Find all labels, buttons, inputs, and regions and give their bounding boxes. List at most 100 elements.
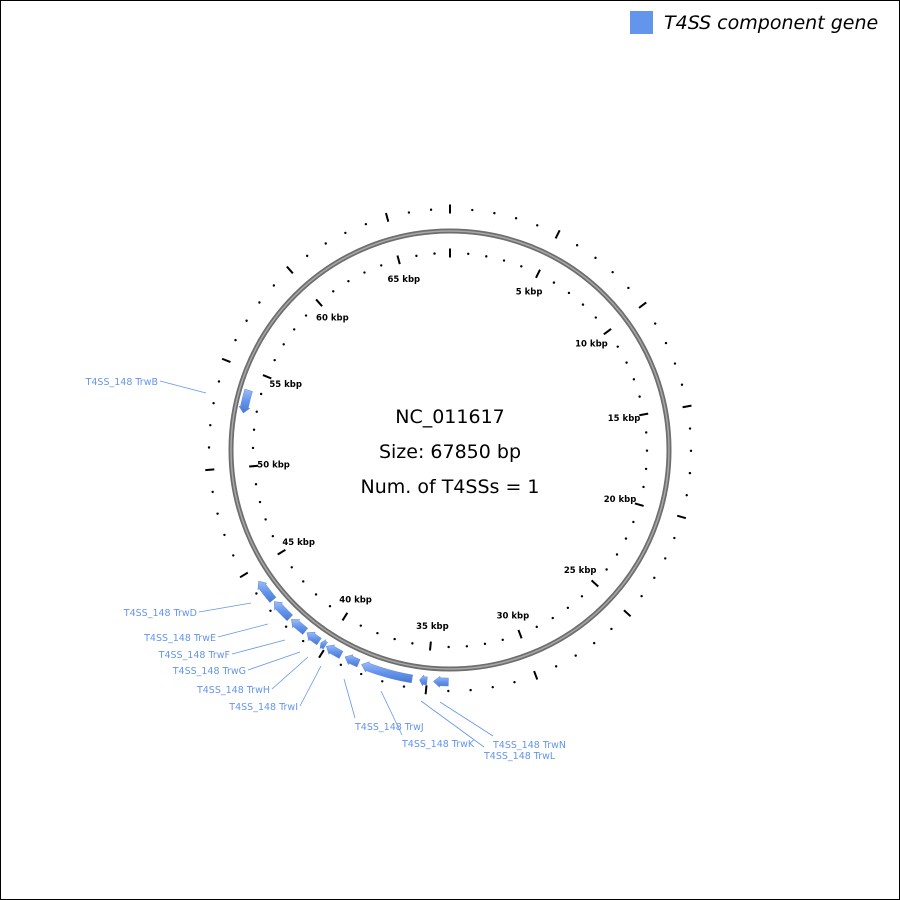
gene-arrow[interactable] <box>238 388 253 414</box>
gene-label: T4SS_148 TrwH <box>196 685 270 696</box>
outer-minor-tick <box>664 341 668 345</box>
outer-major-tick <box>638 301 647 309</box>
gene-arrow[interactable] <box>291 619 309 635</box>
inner-minor-tick <box>594 316 598 319</box>
backbone-ring-highlight <box>230 230 670 670</box>
genome-size-label: Size: 67850 bp <box>379 441 521 463</box>
inner-minor-tick <box>293 328 296 331</box>
outer-minor-tick <box>664 557 667 560</box>
inner-minor-tick <box>605 568 608 571</box>
gene-arrow[interactable] <box>319 639 328 650</box>
inner-minor-tick <box>566 606 570 610</box>
kbp-tick-label: 5 kbp <box>516 288 543 298</box>
kbp-tick-label: 35 kbp <box>416 622 449 632</box>
outer-minor-tick <box>429 208 433 211</box>
inner-minor-tick <box>302 580 305 583</box>
inner-minor-tick <box>642 485 645 489</box>
outer-minor-tick <box>272 284 276 287</box>
gene-arrow[interactable] <box>325 644 344 659</box>
outer-minor-tick <box>640 594 643 598</box>
outer-minor-tick <box>232 554 235 557</box>
inner-major-tick <box>590 579 599 588</box>
outer-major-tick <box>384 212 390 222</box>
gene-leader-line <box>217 623 269 638</box>
t4ss-count-label: Num. of T4SSs = 1 <box>361 476 540 498</box>
outer-minor-tick <box>339 663 343 667</box>
outer-minor-tick <box>536 224 539 227</box>
inner-minor-tick <box>645 431 648 434</box>
outer-minor-tick <box>689 449 693 453</box>
inner-minor-tick <box>632 520 635 524</box>
inner-minor-tick <box>552 281 556 284</box>
inner-minor-tick <box>415 254 418 258</box>
outer-minor-tick <box>610 627 613 631</box>
inner-major-tick <box>639 412 649 417</box>
inner-minor-tick <box>251 446 255 450</box>
inner-major-tick <box>249 464 259 468</box>
outer-major-tick <box>221 357 231 364</box>
inner-minor-tick <box>304 314 308 317</box>
inner-minor-tick <box>359 624 362 627</box>
outer-minor-tick <box>594 256 597 260</box>
outer-minor-tick <box>364 222 368 226</box>
inner-minor-tick <box>581 303 585 306</box>
gene-leader-line <box>420 700 485 748</box>
gene-arrow[interactable] <box>432 675 449 688</box>
gene-arrow[interactable] <box>274 601 294 622</box>
outer-minor-tick <box>402 685 406 688</box>
inner-minor-tick <box>328 605 332 608</box>
outer-major-tick <box>623 609 632 618</box>
gene-arrow[interactable] <box>257 580 277 603</box>
outer-minor-tick <box>575 244 579 247</box>
outer-major-tick <box>533 670 539 680</box>
inner-minor-tick <box>485 255 488 258</box>
gene-arrow[interactable] <box>344 654 361 668</box>
outer-minor-tick <box>673 536 676 540</box>
gene-arrow[interactable] <box>361 661 413 684</box>
outer-minor-tick <box>685 494 688 497</box>
inner-minor-tick <box>347 280 350 283</box>
inner-minor-tick <box>624 537 628 540</box>
kbp-tick-label: 30 kbp <box>497 611 530 621</box>
inner-minor-tick <box>393 637 396 641</box>
outer-major-tick <box>205 468 215 472</box>
gene-arrow[interactable] <box>306 631 322 646</box>
inner-minor-tick <box>282 343 285 346</box>
kbp-tick-label: 25 kbp <box>564 566 597 576</box>
kbp-tick-label: 50 kbp <box>257 461 290 471</box>
inner-minor-tick <box>380 264 383 267</box>
gene-label: T4SS_148 TrwD <box>123 608 197 619</box>
inner-minor-tick <box>255 410 258 413</box>
inner-minor-tick <box>632 378 636 381</box>
inner-minor-tick <box>644 467 648 471</box>
inner-minor-tick <box>502 259 506 262</box>
gene-leader-line <box>231 639 286 655</box>
inner-major-tick <box>634 502 644 507</box>
gene-label: T4SS_148 TrwE <box>143 633 216 644</box>
gene-arrow[interactable] <box>419 674 428 687</box>
outer-minor-tick <box>407 211 411 214</box>
outer-minor-tick <box>217 380 221 383</box>
inner-minor-tick <box>433 252 436 255</box>
tick-marks <box>205 204 693 695</box>
kbp-tick-label: 15 kbp <box>608 414 641 424</box>
outer-minor-tick <box>381 680 384 683</box>
inner-minor-tick <box>625 361 628 364</box>
gene-label: T4SS_148 TrwF <box>158 650 230 661</box>
gene-leader-line <box>343 678 356 719</box>
kbp-tick-label: 55 kbp <box>269 380 302 390</box>
inner-minor-tick <box>411 642 414 645</box>
outer-minor-tick <box>269 609 272 612</box>
inner-major-tick <box>428 641 432 651</box>
inner-minor-tick <box>580 595 584 598</box>
inner-minor-tick <box>465 645 469 648</box>
outer-minor-tick <box>305 254 309 258</box>
inner-minor-tick <box>273 358 276 362</box>
kbp-tick-label: 20 kbp <box>604 495 637 505</box>
inner-major-tick <box>396 255 401 265</box>
outer-minor-tick <box>653 322 657 325</box>
outer-minor-tick <box>255 592 258 595</box>
outer-major-tick <box>682 404 692 409</box>
kbp-tick-label: 65 kbp <box>388 275 421 285</box>
